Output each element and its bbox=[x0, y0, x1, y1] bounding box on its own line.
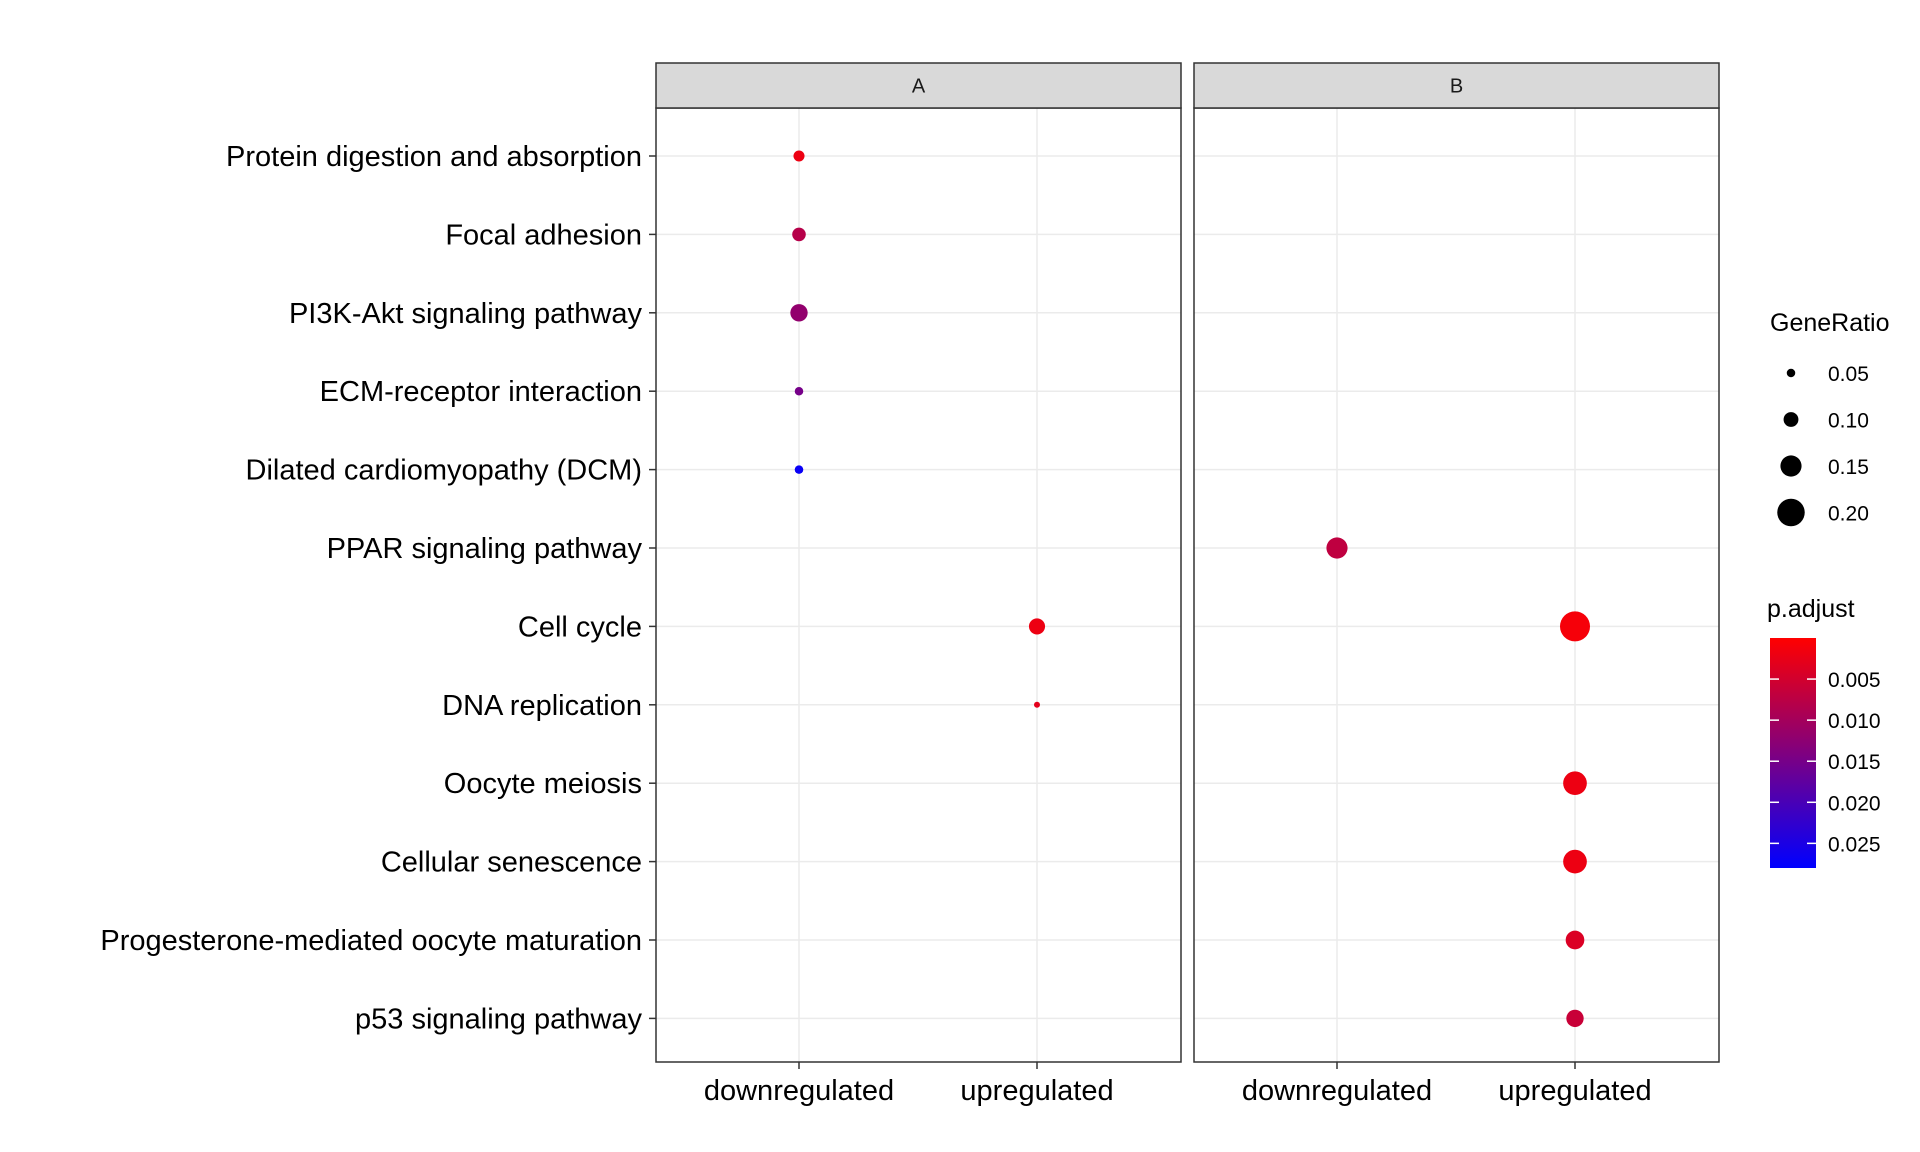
x-tick-label-upregulated: upregulated bbox=[1498, 1075, 1651, 1107]
x-axis-labels: downregulated upregulated downregulated upr… bbox=[704, 1075, 1652, 1107]
size-legend-label: 0.20 bbox=[1828, 503, 1869, 526]
size-legend: GeneRatio 0.05 0.10 0.15 0.20 bbox=[1770, 309, 1890, 527]
size-legend-label: 0.05 bbox=[1828, 363, 1869, 386]
facet-strip-label: B bbox=[1450, 76, 1463, 98]
size-legend-key bbox=[1780, 455, 1802, 477]
point-a-ecm-receptor-interaction bbox=[794, 386, 804, 396]
color-legend-title: p.adjust bbox=[1767, 595, 1855, 623]
y-axis-labels: Protein digestion and absorption Focal ad… bbox=[100, 141, 656, 1035]
panel-background bbox=[656, 108, 1181, 1062]
point-b-p53-signaling-pathway bbox=[1566, 1009, 1584, 1028]
x-tick-label-upregulated: upregulated bbox=[960, 1075, 1113, 1107]
point-a-focal-adhesion bbox=[792, 227, 806, 242]
size-legend-label: 0.15 bbox=[1828, 456, 1869, 479]
point-a-pi3k-akt-signaling-pathway bbox=[790, 304, 808, 322]
y-tick-label-dilated-cardiomyopathy-dcm: Dilated cardiomyopathy (DCM) bbox=[246, 455, 642, 487]
y-tick-label-ecm-receptor-interaction: ECM-receptor interaction bbox=[320, 376, 642, 408]
y-tick-label-ppar-signaling-pathway: PPAR signaling pathway bbox=[327, 533, 643, 565]
color-legend-bar bbox=[1770, 638, 1816, 868]
color-legend-label: 0.020 bbox=[1828, 792, 1881, 815]
point-b-ppar-signaling-pathway bbox=[1326, 537, 1348, 559]
y-tick-label-pi3k-akt-signaling-pathway: PI3K-Akt signaling pathway bbox=[289, 298, 643, 330]
y-tick-label-focal-adhesion: Focal adhesion bbox=[445, 219, 642, 251]
panel-b: B bbox=[1193, 62, 1720, 1069]
color-legend-label: 0.015 bbox=[1828, 751, 1881, 774]
y-tick-label-protein-digestion-and-absorption: Protein digestion and absorption bbox=[226, 141, 642, 173]
panel-background bbox=[1194, 108, 1719, 1062]
y-tick-label-cellular-senescence: Cellular senescence bbox=[381, 847, 642, 879]
color-legend-label: 0.010 bbox=[1828, 710, 1881, 733]
facet-strip bbox=[655, 62, 1182, 109]
point-b-oocyte-meiosis bbox=[1563, 771, 1587, 796]
size-legend-label: 0.10 bbox=[1828, 410, 1869, 433]
panel-a: A bbox=[655, 62, 1182, 1069]
y-tick-label-progesterone-mediated-oocyte-maturation: Progesterone-mediated oocyte maturation bbox=[100, 925, 642, 957]
size-legend-title: GeneRatio bbox=[1770, 309, 1890, 337]
point-b-progesterone-mediated-oocyte-maturation bbox=[1565, 930, 1585, 950]
size-legend-key bbox=[1777, 498, 1805, 527]
y-tick-label-oocyte-meiosis: Oocyte meiosis bbox=[444, 768, 642, 800]
facet-strip bbox=[1193, 62, 1720, 109]
point-a-dna-replication bbox=[1034, 701, 1040, 708]
point-b-cellular-senescence bbox=[1563, 849, 1587, 874]
x-tick-label-downregulated: downregulated bbox=[704, 1075, 894, 1107]
y-tick-label-p53-signaling-pathway: p53 signaling pathway bbox=[355, 1003, 642, 1035]
x-tick-label-downregulated: downregulated bbox=[1242, 1075, 1432, 1107]
data-points bbox=[790, 150, 1590, 1028]
point-a-dilated-cardiomyopathy-dcm bbox=[794, 465, 804, 474]
point-a-protein-digestion-and-absorption bbox=[793, 150, 805, 162]
color-legend-label: 0.005 bbox=[1828, 669, 1881, 692]
size-legend-key bbox=[1786, 368, 1796, 378]
y-tick-label-cell-cycle: Cell cycle bbox=[518, 611, 642, 643]
facet-strip-label: A bbox=[912, 76, 926, 98]
y-tick-label-dna-replication: DNA replication bbox=[442, 690, 642, 722]
point-b-cell-cycle bbox=[1560, 611, 1590, 642]
point-a-cell-cycle bbox=[1028, 618, 1046, 635]
size-legend-key bbox=[1783, 412, 1799, 427]
color-legend: p.adjust 0.005 0.010 0.015 0.020 0.025 bbox=[1767, 595, 1881, 868]
color-legend-label: 0.025 bbox=[1828, 833, 1881, 856]
